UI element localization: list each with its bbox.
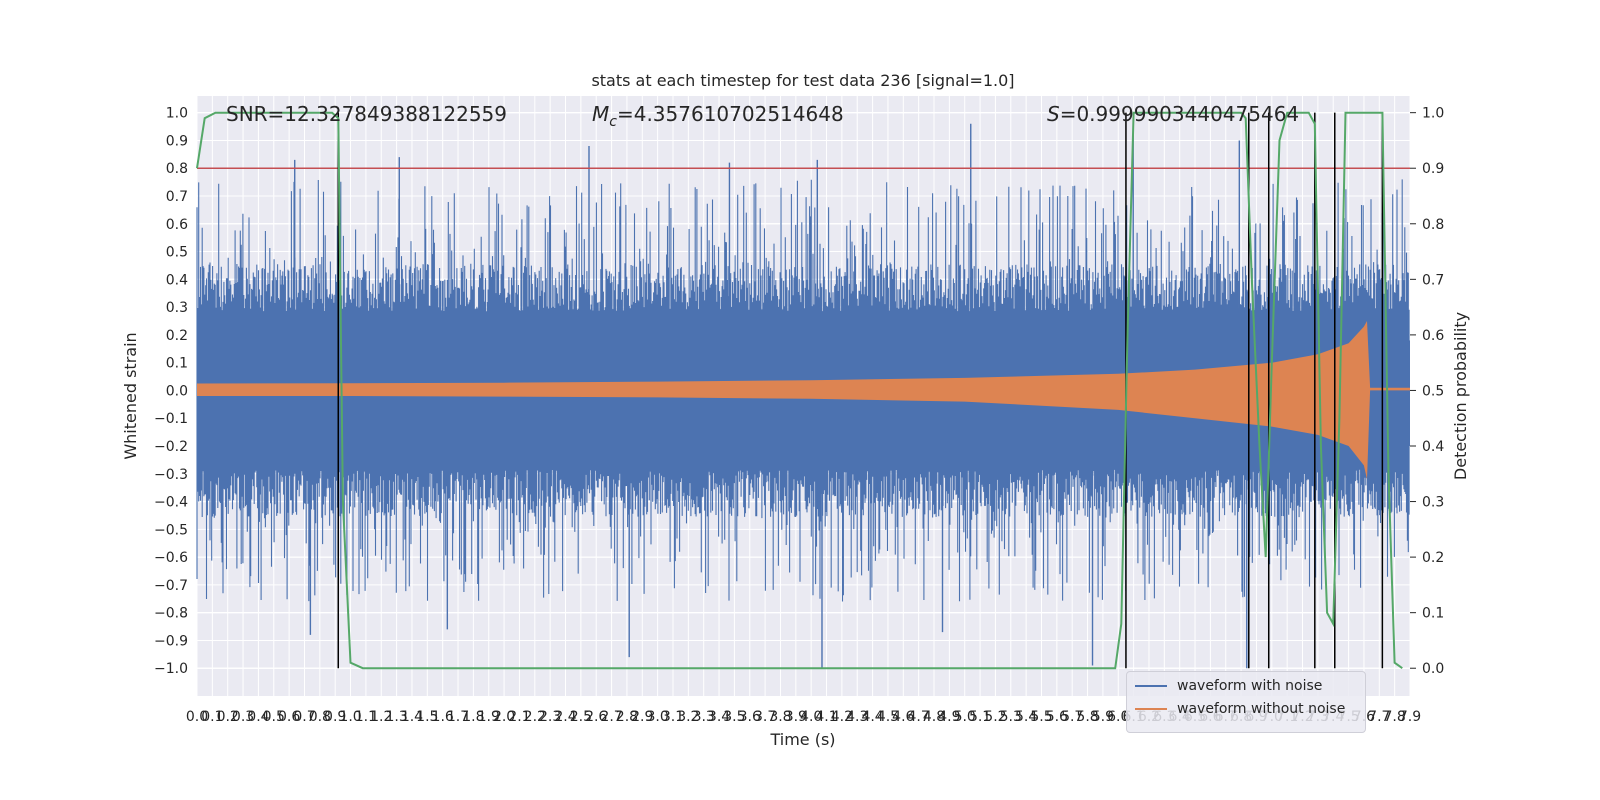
y-left-tick-label: 0.9: [166, 133, 188, 149]
mc-symbol: M: [592, 102, 609, 126]
s-symbol: S: [1047, 102, 1060, 126]
y-right-tick-label: 0.6: [1422, 328, 1444, 344]
y-left-tick-label: 1.0: [166, 106, 188, 122]
x-tick-label: 7.9: [1399, 709, 1421, 725]
s-value: =0.9999903440475464: [1060, 102, 1299, 126]
chirp-mass-annotation: Mc=4.357610702514648: [592, 102, 844, 130]
y-left-tick-label: 0.5: [166, 245, 188, 261]
mc-value: =4.357610702514648: [617, 102, 844, 126]
y-right-tick-label: 0.5: [1422, 383, 1444, 399]
y-right-tick-label: 0.7: [1422, 272, 1444, 288]
y-left-tick-label: −0.8: [154, 606, 188, 622]
y-right-tick-label: 0.4: [1422, 439, 1444, 455]
y-left-tick-label: −0.9: [154, 633, 188, 649]
y-right-tick-label: 0.2: [1422, 550, 1444, 566]
chart-title: stats at each timestep for test data 236…: [591, 71, 1014, 90]
y-right-tick-label: 0.3: [1422, 495, 1444, 511]
y-right-tick-label: 0.1: [1422, 606, 1444, 622]
y-axis-left-ticks: 1.0 0.9 0.8 0.7 0.6 0.5 0.4 0.3 0.2 0.1 0.0 −0.1 −0.…: [154, 106, 188, 678]
y-left-tick-label: 0.1: [166, 356, 188, 372]
y-left-tick-label: −0.7: [154, 578, 188, 594]
y-left-tick-label: −1.0: [154, 661, 188, 677]
y-right-tick-label: 1.0: [1422, 106, 1444, 122]
y-left-tick-label: −0.3: [154, 467, 188, 483]
s-annotation: S=0.9999903440475464: [1047, 102, 1299, 126]
y-left-tick-label: −0.4: [154, 495, 188, 511]
y-left-tick-label: 0.2: [166, 328, 188, 344]
y-left-tick-label: −0.6: [154, 550, 188, 566]
legend-entry-without-noise: waveform without noise: [1135, 698, 1345, 720]
y-left-tick-label: 0.3: [166, 300, 188, 316]
legend: waveform with noise waveform without noi…: [1126, 671, 1366, 733]
y-left-tick-label: −0.1: [154, 411, 188, 427]
y-left-tick-label: −0.5: [154, 522, 188, 538]
y-axis-right-ticks: 1.0 0.9 0.8 0.7 0.6 0.5 0.4 0.3 0.2 0.1 0.0: [1410, 106, 1444, 678]
legend-swatch-without-noise: [1135, 708, 1167, 710]
y-left-tick-label: 0.4: [166, 272, 188, 288]
y-left-tick-label: 0.7: [166, 189, 188, 205]
y-left-tick-label: 0.0: [166, 383, 188, 399]
legend-swatch-with-noise: [1135, 685, 1167, 687]
y-left-tick-label: 0.6: [166, 217, 188, 233]
y-left-tick-label: −0.2: [154, 439, 188, 455]
legend-entry-with-noise: waveform with noise: [1135, 675, 1322, 697]
snr-annotation: SNR=12.327849388122559: [226, 102, 507, 126]
y-left-tick-label: 0.8: [166, 161, 188, 177]
legend-label-with-noise: waveform with noise: [1177, 678, 1322, 694]
y-axis-right-label: Detection probability: [1451, 312, 1470, 480]
x-axis-label: Time (s): [769, 730, 835, 749]
legend-label-without-noise: waveform without noise: [1177, 701, 1345, 717]
y-axis-left-label: Whitened strain: [121, 332, 140, 459]
y-right-tick-label: 0.0: [1422, 661, 1444, 677]
y-right-tick-label: 0.8: [1422, 217, 1444, 233]
y-right-tick-label: 0.9: [1422, 161, 1444, 177]
